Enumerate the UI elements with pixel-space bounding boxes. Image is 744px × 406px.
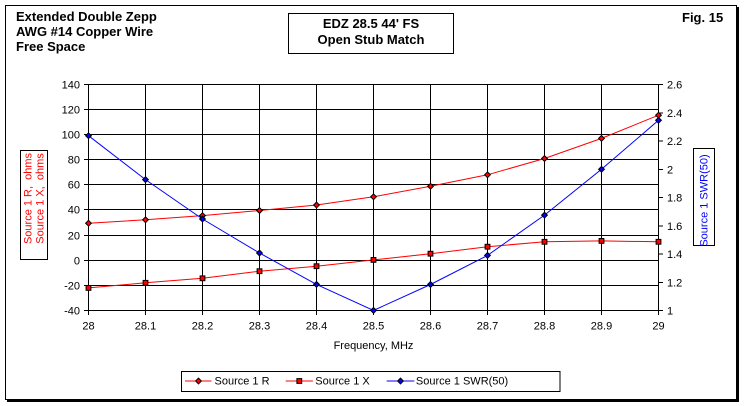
svg-text:28.8: 28.8 <box>534 321 555 333</box>
svg-text:40: 40 <box>68 205 80 217</box>
svg-text:1: 1 <box>667 306 673 318</box>
svg-text:2.6: 2.6 <box>667 80 682 92</box>
svg-text:29: 29 <box>652 321 664 333</box>
svg-text:60: 60 <box>68 180 80 192</box>
svg-text:Source 1 R, ohms: Source 1 R, ohms <box>23 152 35 244</box>
svg-text:28.7: 28.7 <box>477 321 498 333</box>
svg-text:-20: -20 <box>64 281 80 293</box>
svg-text:2: 2 <box>667 164 673 176</box>
svg-text:2.2: 2.2 <box>667 136 682 148</box>
svg-text:0: 0 <box>74 256 80 268</box>
svg-text:28: 28 <box>82 321 94 333</box>
svg-text:Source 1 X: Source 1 X <box>315 376 370 388</box>
svg-text:100: 100 <box>62 130 80 142</box>
svg-text:1.8: 1.8 <box>667 193 682 205</box>
svg-text:1.2: 1.2 <box>667 277 682 289</box>
svg-text:Source 1 X, ohms: Source 1 X, ohms <box>35 153 47 244</box>
svg-text:Frequency, MHz: Frequency, MHz <box>334 340 414 352</box>
svg-text:28.6: 28.6 <box>420 321 441 333</box>
svg-text:28.2: 28.2 <box>192 321 213 333</box>
svg-text:80: 80 <box>68 155 80 167</box>
svg-text:140: 140 <box>62 80 80 92</box>
svg-text:Source 1 SWR(50): Source 1 SWR(50) <box>699 154 711 246</box>
svg-text:28.3: 28.3 <box>249 321 270 333</box>
svg-text:120: 120 <box>62 105 80 117</box>
svg-text:2.4: 2.4 <box>667 108 682 120</box>
svg-text:28.5: 28.5 <box>363 321 384 333</box>
svg-text:1.4: 1.4 <box>667 249 682 261</box>
svg-text:-40: -40 <box>64 306 80 318</box>
svg-text:20: 20 <box>68 231 80 243</box>
svg-text:1.6: 1.6 <box>667 221 682 233</box>
svg-text:28.9: 28.9 <box>591 321 612 333</box>
svg-text:Source 1 SWR(50): Source 1 SWR(50) <box>416 376 508 388</box>
svg-text:28.4: 28.4 <box>306 321 327 333</box>
svg-text:28.1: 28.1 <box>135 321 156 333</box>
svg-text:Source 1 R: Source 1 R <box>215 376 270 388</box>
